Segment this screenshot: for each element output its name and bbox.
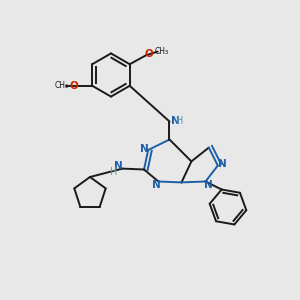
Text: N: N	[140, 144, 149, 154]
Text: H: H	[110, 167, 118, 177]
Text: CH₃: CH₃	[55, 81, 69, 90]
Text: N: N	[170, 116, 179, 127]
Text: O: O	[144, 49, 153, 59]
Text: O: O	[70, 81, 79, 91]
Text: N: N	[203, 180, 212, 190]
Text: N: N	[114, 161, 123, 171]
Text: N: N	[218, 159, 226, 169]
Text: N: N	[152, 180, 160, 190]
Text: CH₃: CH₃	[154, 47, 168, 56]
Text: H: H	[176, 116, 183, 126]
